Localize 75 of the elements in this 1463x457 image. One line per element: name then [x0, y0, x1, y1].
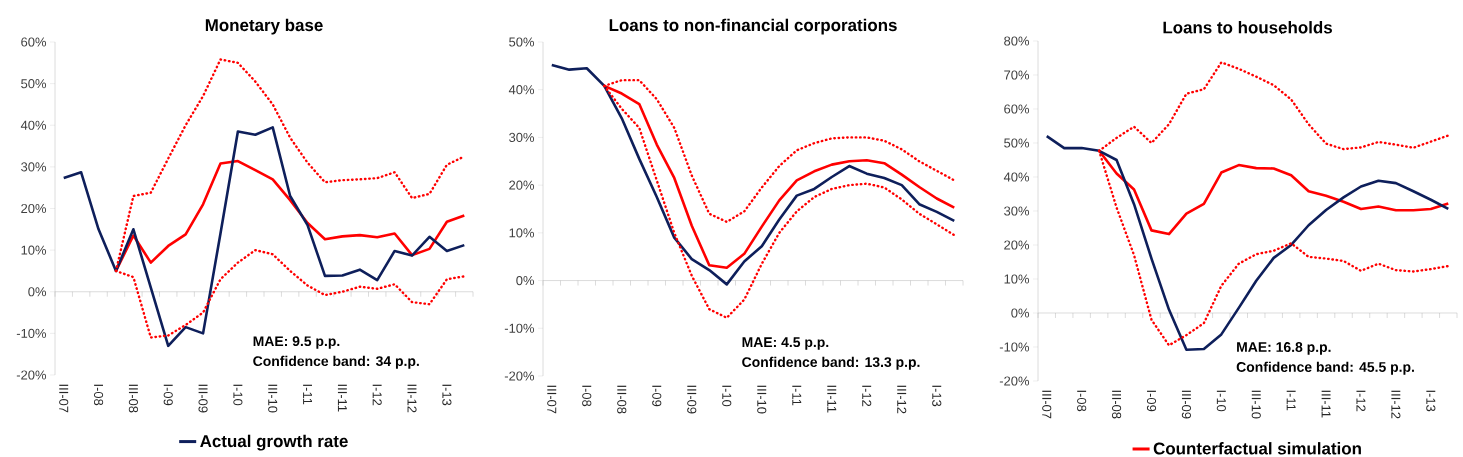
y-tick-label: 20% [509, 180, 535, 190]
annotation: MAE: 4.5 p.p. [742, 337, 829, 350]
x-tick-label: III-08 [128, 384, 138, 413]
y-tick-label: 50% [1004, 138, 1030, 148]
x-tick-label: I-11 [303, 384, 313, 405]
y-tick-label: 10% [509, 228, 535, 238]
x-tick-label: I-10 [722, 385, 732, 407]
chart-title: Loans to households [1163, 21, 1332, 34]
x-tick-label: I-11 [1286, 390, 1296, 411]
x-tick-label: I-13 [932, 385, 942, 407]
x-tick-label: III-09 [1181, 390, 1191, 419]
y-tick-label: 20% [21, 203, 47, 214]
y-tick-label: -10% [504, 323, 535, 333]
y-tick-label: 70% [1004, 70, 1030, 80]
x-tick-label: I-12 [862, 385, 872, 407]
x-tick-label: III-10 [268, 384, 278, 413]
y-tick-label: -10% [16, 328, 47, 338]
y-tick-label: -20% [16, 370, 47, 380]
y-tick-label: 0% [1011, 308, 1030, 318]
annotation: Confidence band: 45.5 p.p. [1236, 361, 1414, 375]
x-tick-label: III-08 [1112, 390, 1122, 419]
y-tick-label: 60% [21, 37, 47, 47]
x-tick-label: I-10 [1216, 390, 1226, 412]
y-tick-label: 50% [21, 79, 47, 89]
x-tick-label: III-11 [337, 384, 347, 412]
x-tick-label: I-09 [652, 385, 662, 407]
y-tick-label: -10% [999, 342, 1030, 352]
x-tick-label: I-09 [163, 384, 173, 406]
x-tick-label: III-12 [897, 385, 907, 414]
x-tick-label: I-08 [93, 384, 104, 406]
y-tick-label: 30% [509, 132, 535, 142]
annotation: MAE: 16.8 p.p. [1237, 342, 1331, 355]
chart-title: Loans to non-financial corporations [609, 18, 897, 35]
x-tick-label: I-10 [233, 384, 243, 406]
y-tick-label: 30% [1004, 206, 1030, 216]
chart-title: Monetary base [205, 18, 323, 35]
x-tick-label: I-13 [1426, 390, 1436, 412]
x-tick-label: III-07 [59, 384, 69, 413]
x-tick-label: I-08 [582, 385, 592, 407]
y-tick-label: -20% [999, 376, 1030, 386]
x-tick-label: III-10 [757, 385, 767, 414]
x-tick-label: I-12 [372, 384, 382, 406]
y-tick-label: -20% [504, 371, 535, 381]
x-tick-label: I-13 [442, 384, 452, 406]
y-tick-label: 20% [1004, 240, 1030, 250]
y-tick-label: 10% [21, 245, 47, 255]
annotation: Confidence band: 34 p.p. [253, 355, 419, 369]
x-tick-label: I-11 [792, 385, 802, 406]
x-tick-label: I-12 [1356, 390, 1366, 412]
y-tick-label: 30% [21, 162, 47, 172]
x-tick-label: III-11 [1321, 390, 1331, 418]
x-tick-label: I-08 [1077, 390, 1087, 412]
y-tick-label: 0% [28, 287, 47, 297]
y-tick-label: 40% [20, 120, 47, 130]
x-tick-label: I-09 [1146, 390, 1157, 412]
x-tick-label: III-07 [547, 385, 557, 414]
x-tick-label: III-12 [407, 384, 417, 413]
annotation: Confidence band: 13.3 p.p. [742, 356, 920, 370]
x-tick-label: III-11 [827, 385, 837, 413]
x-tick-label: III-09 [198, 384, 208, 413]
y-tick-label: 50% [509, 37, 535, 47]
x-tick-label: III-12 [1391, 390, 1401, 419]
x-tick-label: III-10 [1251, 390, 1261, 419]
x-tick-label: III-07 [1042, 390, 1052, 419]
x-tick-label: III-08 [617, 385, 627, 414]
y-tick-label: 60% [1004, 104, 1030, 114]
legend-label: Actual growth rate [200, 434, 348, 451]
x-tick-label: III-09 [687, 385, 697, 414]
y-tick-label: 10% [1004, 274, 1030, 284]
legend-label: Counterfactual simulation [1153, 442, 1361, 455]
y-tick-label: 40% [508, 85, 535, 95]
annotation: MAE: 9.5 p.p. [253, 336, 340, 349]
y-tick-label: 80% [1004, 36, 1030, 46]
y-tick-label: 0% [516, 275, 535, 286]
y-tick-label: 40% [1003, 172, 1030, 182]
